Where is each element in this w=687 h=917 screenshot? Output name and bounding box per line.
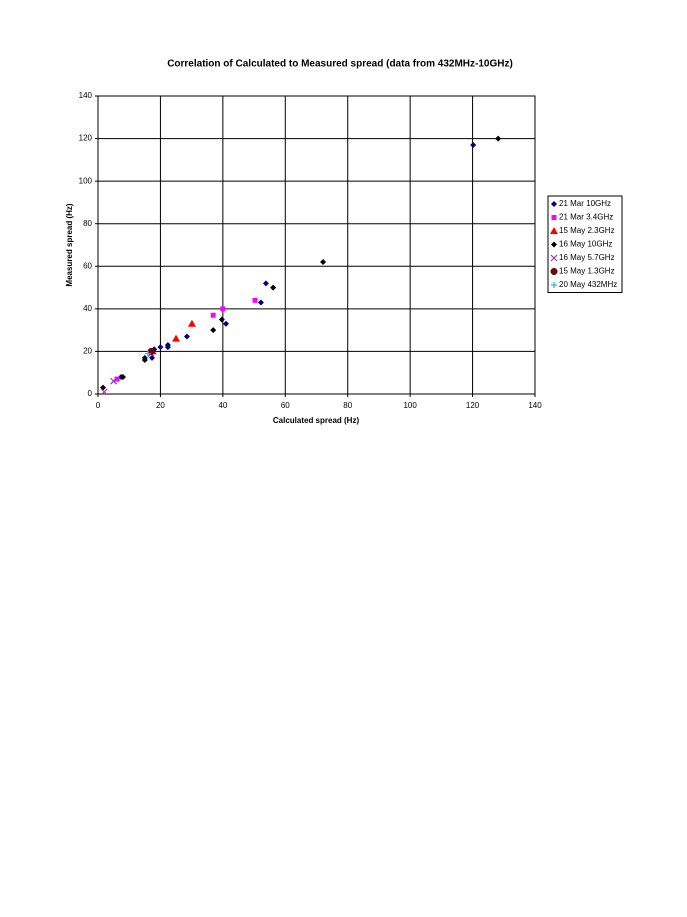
point (222, 320, 229, 327)
y-tick-label: 0 (88, 389, 93, 398)
y-axis-label: Measured spread (Hz) (65, 203, 74, 286)
y-tick-label: 120 (79, 134, 93, 143)
point (262, 280, 269, 287)
point (220, 306, 226, 312)
point (172, 334, 181, 342)
point (257, 299, 264, 306)
x-tick-label: 120 (466, 401, 480, 410)
x-axis-label: Calculated spread (Hz) (273, 416, 360, 425)
point (218, 316, 225, 323)
legend-label: 16 May 5.7GHz (559, 253, 615, 262)
legend-label: 15 May 1.3GHz (559, 267, 615, 276)
point (119, 373, 126, 380)
point (210, 312, 216, 318)
point (270, 284, 277, 291)
legend-box (547, 195, 623, 293)
legend-marker (550, 254, 558, 262)
y-tick-label: 20 (83, 347, 92, 356)
y-tick-label: 140 (79, 91, 93, 100)
legend-label: 15 May 2.3GHz (559, 226, 615, 235)
y-tick-label: 40 (83, 304, 92, 313)
legend-label: 20 May 432MHz (559, 280, 617, 289)
x-tick-label: 140 (528, 401, 542, 410)
point (100, 388, 108, 396)
x-tick-label: 0 (96, 401, 101, 410)
point (141, 356, 148, 363)
point (183, 333, 190, 340)
point (252, 297, 258, 303)
legend-label: 21 Mar 3.4GHz (559, 213, 613, 222)
y-tick-label: 60 (83, 261, 92, 270)
x-tick-label: 20 (156, 401, 165, 410)
legend-marker (551, 282, 557, 288)
x-tick-label: 60 (281, 401, 290, 410)
point (110, 377, 118, 385)
point (114, 376, 120, 382)
point (187, 319, 196, 327)
legend-marker (551, 241, 557, 248)
x-tick-label: 100 (403, 401, 417, 410)
y-tick-label: 80 (83, 219, 92, 228)
legend-marker (551, 201, 557, 207)
legend-marker (550, 268, 558, 275)
legend-marker (551, 215, 557, 220)
point (210, 327, 217, 334)
point (470, 141, 477, 148)
y-tick-label: 100 (79, 176, 93, 185)
point (320, 259, 327, 266)
legend-marker (550, 227, 558, 234)
x-tick-label: 40 (218, 401, 227, 410)
legend-label: 21 Mar 10GHz (559, 199, 611, 208)
legend-label: 16 May 10GHz (559, 240, 612, 249)
point (495, 135, 502, 142)
point (157, 344, 164, 351)
point (144, 350, 151, 357)
plot-border (97, 95, 536, 395)
chart-title: Correlation of Calculated to Measured sp… (167, 59, 513, 70)
x-tick-label: 80 (343, 401, 352, 410)
point (164, 344, 171, 351)
